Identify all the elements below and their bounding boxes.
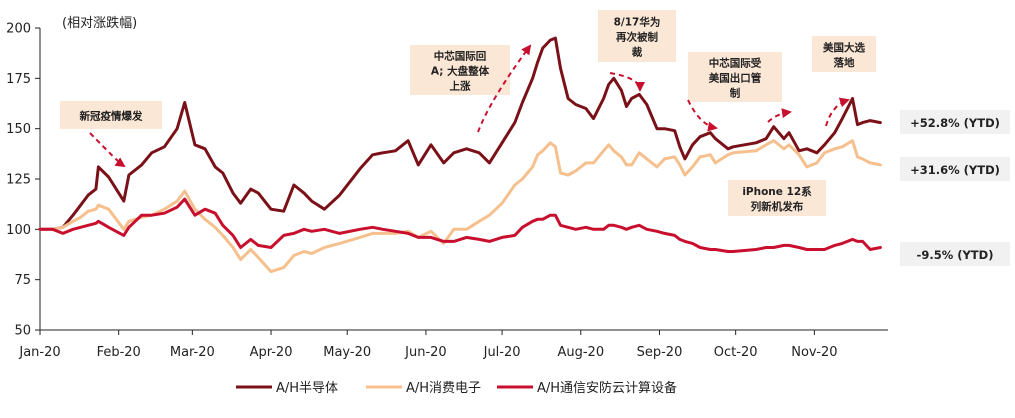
x-tick-label: Oct-20 — [714, 345, 758, 360]
annotation-arrow — [767, 108, 792, 123]
annotation-box — [688, 52, 782, 102]
y-tick-label: 75 — [14, 273, 31, 288]
annotation-text: 列新机发布 — [751, 200, 804, 213]
series-layer — [38, 36, 882, 274]
annotation-text: 裁 — [632, 46, 643, 59]
ytd-label-box — [900, 242, 1010, 266]
annotation-text: A; 大盘整体 — [431, 65, 490, 78]
annotation-text: 上涨 — [450, 80, 471, 93]
ytd-label-3: -9.5% (YTD) — [900, 242, 1010, 266]
ytd-label-text: +31.6% (YTD) — [910, 163, 1000, 177]
ytd-label-box — [900, 110, 1010, 134]
annotation-box — [728, 180, 826, 216]
annotation-box — [812, 36, 876, 72]
annotation-text: 中芯国际回 — [434, 50, 487, 63]
annotation-1: 新冠疫情爆发 — [60, 101, 162, 168]
series-line-2 — [38, 139, 882, 274]
x-tick-label: Sep-20 — [637, 345, 683, 360]
y-tick-label: 100 — [6, 223, 31, 238]
legend-label: A/H半导体 — [276, 381, 338, 396]
x-tick-label: Nov-20 — [791, 345, 837, 360]
legend-item-3: A/H通信安防云计算设备 — [497, 380, 677, 396]
y-unit-label: (相对涨跌幅) — [62, 15, 137, 31]
annotation-text: 美国大选 — [823, 41, 865, 54]
annotation-text: 新冠疫情爆发 — [80, 110, 143, 123]
annotation-text: 再次被制 — [616, 31, 658, 44]
ytd-label-text: +52.8% (YTD) — [910, 116, 1000, 130]
annotation-arrow — [89, 132, 126, 168]
x-tick-label: Jul-20 — [483, 345, 521, 360]
annotation-arrow — [609, 72, 645, 92]
annotation-box — [60, 101, 162, 129]
series-line-3 — [38, 197, 882, 253]
x-tick-label: Jun-20 — [404, 345, 447, 360]
legend: A/H半导体 A/H消费电子 A/H通信安防云计算设备 — [236, 380, 677, 396]
legend-label: A/H通信安防云计算设备 — [537, 380, 677, 396]
annotation-text: 美国出口管 — [709, 72, 762, 85]
annotation-arrow — [825, 97, 850, 127]
x-tick-label: Feb-20 — [97, 345, 141, 360]
ytd-label-layer: +52.8% (YTD) +31.6% (YTD) -9.5% (YTD) — [900, 110, 1010, 266]
annotation-box — [598, 10, 676, 62]
ytd-label-1: +52.8% (YTD) — [900, 110, 1010, 134]
annotation-text: 8/17华为 — [614, 16, 661, 29]
annotation-text: iPhone 12系 — [742, 185, 812, 198]
x-tick-label: May-20 — [323, 345, 371, 360]
annotation-arrow — [687, 99, 718, 132]
legend-item-2: A/H消费电子 — [366, 381, 481, 396]
y-tick-label: 125 — [6, 173, 31, 188]
annotation-box — [410, 45, 510, 95]
y-tick-label: 150 — [6, 122, 31, 137]
legend-item-1: A/H半导体 — [236, 381, 338, 396]
ytd-label-box — [900, 157, 1010, 181]
series-line-1 — [38, 36, 882, 231]
y-axis: 50 75 100 125 150 175 200 — [6, 22, 41, 339]
x-axis: Jan-20 Feb-20 Mar-20 Apr-20 May-20 Jun-20 Jul-… — [18, 329, 888, 360]
ytd-label-text: -9.5% (YTD) — [917, 248, 994, 262]
annotation-text: 落地 — [834, 56, 855, 69]
annotation-text: 制 — [730, 87, 741, 100]
y-tick-label: 200 — [6, 22, 31, 37]
x-tick-label: Aug-20 — [557, 345, 604, 360]
x-tick-label: Mar-20 — [170, 345, 215, 360]
y-tick-label: 50 — [14, 324, 31, 339]
annotation-text: 中芯国际受 — [709, 57, 762, 70]
ytd-label-2: +31.6% (YTD) — [900, 157, 1010, 181]
x-tick-label: Jan-20 — [18, 345, 60, 360]
y-tick-label: 175 — [6, 72, 31, 87]
legend-label: A/H消费电子 — [406, 381, 481, 396]
x-tick-label: Apr-20 — [250, 345, 293, 360]
